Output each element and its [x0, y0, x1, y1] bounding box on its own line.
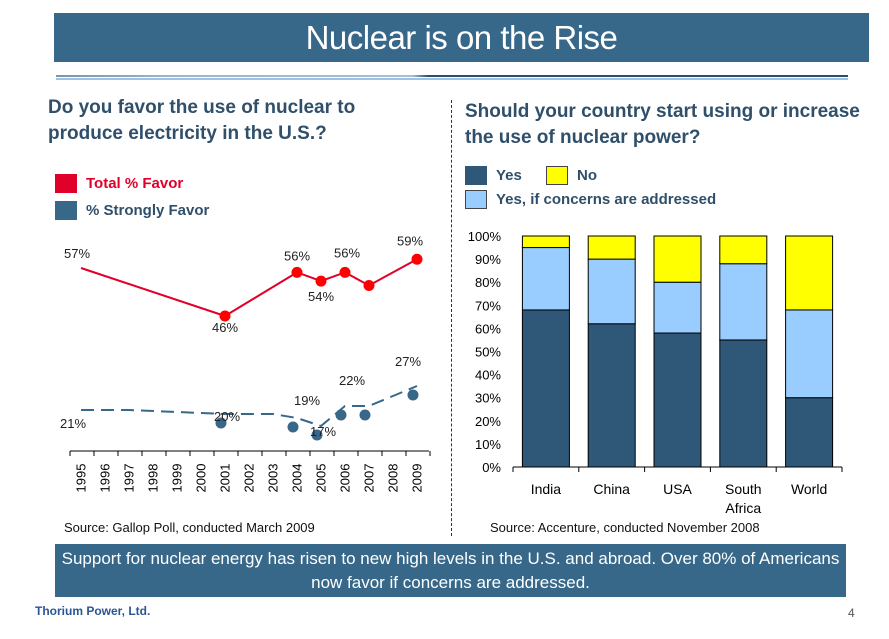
y-tick-label: 100% [468, 229, 502, 244]
bar-segment-no [521, 235, 570, 249]
legend-total-favor: Total % Favor [55, 174, 183, 193]
total-favor-point [291, 266, 303, 278]
y-tick-label: 40% [475, 368, 501, 383]
y-tick-label: 70% [475, 298, 501, 313]
data-label: 27% [395, 354, 421, 369]
bar-segment-yes-if-concerns-are-addressed [785, 309, 834, 399]
total-favor-point [219, 310, 231, 322]
x-tick-label: 1995 [73, 464, 88, 493]
data-label: 20% [214, 409, 240, 424]
total-favor-point [363, 279, 375, 291]
bar-segment-yes [587, 323, 636, 468]
total-favor-point [411, 253, 423, 265]
bar-segment-no [653, 235, 702, 283]
legend-label: Yes [496, 167, 522, 184]
legend-swatch-yes [465, 166, 487, 185]
x-tick-label: 1998 [145, 464, 160, 493]
legend-yes-if: Yes, if concerns are addressed [465, 190, 716, 209]
y-tick-label: 90% [475, 252, 501, 267]
total-favor-point [339, 266, 351, 278]
x-tick-label: 1997 [121, 464, 136, 493]
legend-swatch-no [546, 166, 568, 185]
bar-segment-no [785, 235, 834, 311]
bar-segment-yes-if-concerns-are-addressed [653, 281, 702, 334]
right-source: Source: Accenture, conducted November 20… [490, 520, 760, 535]
category-label: China [593, 481, 630, 497]
company-logo: Thorium Power, Ltd. [35, 604, 151, 618]
data-label: 54% [308, 289, 334, 304]
category-label: India [531, 481, 562, 497]
legend-label: Yes, if concerns are addressed [496, 191, 717, 208]
legend-strongly-favor: % Strongly Favor [55, 201, 209, 220]
bar-segment-no [719, 235, 768, 265]
x-tick-label: 2001 [217, 464, 232, 493]
strongly-favor-line [81, 385, 418, 428]
category-label: South [725, 481, 762, 497]
category-label: Africa [725, 500, 761, 516]
title-divider-accent [56, 78, 848, 80]
data-label: 21% [60, 416, 86, 431]
bar-segment-yes-if-concerns-are-addressed [521, 247, 570, 311]
data-label: 57% [64, 246, 90, 261]
panel-divider [451, 100, 452, 536]
data-label: 56% [334, 245, 360, 260]
legend-swatch-red [55, 174, 77, 193]
legend-no: No [546, 166, 597, 185]
data-label: 59% [397, 233, 423, 248]
y-tick-label: 50% [475, 345, 501, 360]
x-tick-label: 2006 [337, 464, 352, 493]
bar-segment-yes [719, 339, 768, 468]
strongly-favor-point [335, 409, 347, 421]
legend-yes: Yes [465, 166, 522, 185]
data-label: 17% [310, 424, 336, 439]
data-label: 56% [284, 248, 310, 263]
strongly-favor-point [359, 409, 371, 421]
right-question: Should your country start using or incre… [465, 101, 860, 148]
strongly-favor-point [311, 429, 323, 441]
x-tick-label: 1999 [169, 464, 184, 493]
x-tick-label: 2005 [313, 464, 328, 493]
legend-swatch-yes-if [465, 190, 487, 209]
total-favor-point [315, 275, 327, 287]
bar-segment-yes-if-concerns-are-addressed [719, 263, 768, 341]
strongly-favor-point [407, 389, 419, 401]
left-question: Do you favor the use of nuclear to produ… [48, 97, 356, 144]
y-tick-label: 60% [475, 321, 501, 336]
bar-segment-yes [653, 332, 702, 468]
bar-segment-yes [521, 309, 570, 468]
legend-swatch-blue [55, 201, 77, 220]
x-tick-label: 2004 [289, 464, 304, 493]
x-tick-label: 2008 [385, 464, 400, 493]
y-tick-label: 80% [475, 275, 501, 290]
legend-label: Total % Favor [86, 175, 184, 192]
data-label: 46% [212, 320, 238, 335]
x-tick-label: 1996 [97, 464, 112, 493]
left-source: Source: Gallop Poll, conducted March 200… [64, 520, 315, 535]
x-tick-label: 2007 [361, 464, 376, 493]
data-label: 22% [339, 373, 365, 388]
y-tick-label: 0% [482, 460, 501, 475]
page-number: 4 [848, 606, 855, 620]
strongly-favor-point [287, 421, 299, 433]
category-label: USA [663, 481, 692, 497]
legend-label: % Strongly Favor [86, 202, 210, 219]
x-tick-label: 2000 [193, 464, 208, 493]
y-tick-label: 20% [475, 414, 501, 429]
bar-segment-no [587, 235, 636, 260]
slide-title: Nuclear is on the Rise [54, 13, 869, 62]
strongly-favor-point [215, 417, 227, 429]
legend-label: No [577, 167, 597, 184]
y-tick-label: 30% [475, 391, 501, 406]
summary-banner: Support for nuclear energy has risen to … [55, 544, 846, 597]
x-tick-label: 2002 [241, 464, 256, 493]
x-tick-label: 2003 [265, 464, 280, 493]
bar-segment-yes [785, 397, 834, 468]
category-label: World [791, 481, 827, 497]
title-divider [56, 75, 848, 77]
bar-segment-yes-if-concerns-are-addressed [587, 258, 636, 325]
x-tick-label: 2009 [409, 464, 424, 493]
y-tick-label: 10% [475, 437, 501, 452]
data-label: 19% [294, 393, 320, 408]
